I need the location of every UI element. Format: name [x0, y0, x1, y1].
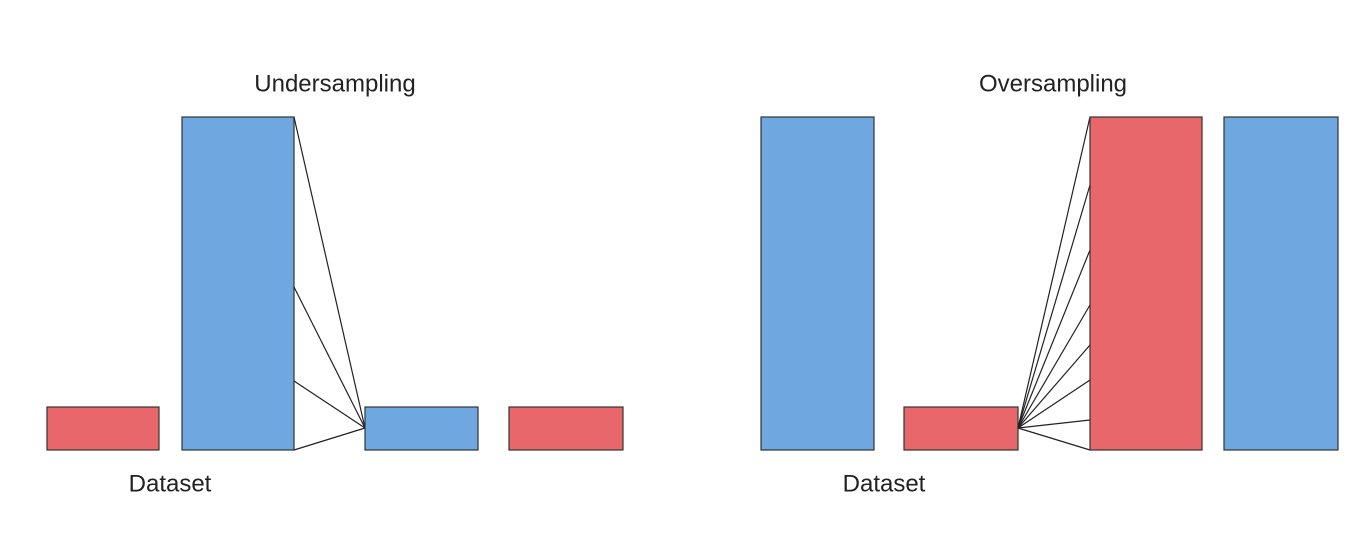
dataset-label: Dataset [843, 470, 926, 497]
sample-line [1017, 184, 1091, 429]
sample-line [1017, 249, 1091, 429]
sample-line [293, 116, 366, 429]
sampled-minority-bar [508, 406, 624, 451]
oversampled-minority-bar [1089, 116, 1203, 451]
panel-title: Oversampling [979, 70, 1127, 97]
majority-bar [760, 116, 875, 451]
sample-line [293, 427, 366, 451]
sample-line [1017, 379, 1091, 429]
sample-line [1017, 419, 1091, 429]
sample-line [1017, 116, 1091, 429]
oversampling-panel: Oversampling Dataset [760, 70, 1339, 497]
undersampling-panel: Undersampling Dataset [46, 70, 624, 497]
minority-bar [903, 406, 1019, 451]
minority-bar [46, 406, 160, 451]
panel-title: Undersampling [254, 70, 415, 97]
sample-line [1017, 344, 1091, 429]
majority-bar [181, 116, 295, 451]
sample-line [293, 380, 366, 429]
sample-line [293, 286, 366, 429]
sample-line [1017, 427, 1091, 451]
majority-copy-bar [1223, 116, 1339, 451]
sampled-majority-bar [364, 406, 479, 451]
sample-line [1017, 304, 1091, 429]
dataset-label: Dataset [129, 470, 212, 497]
